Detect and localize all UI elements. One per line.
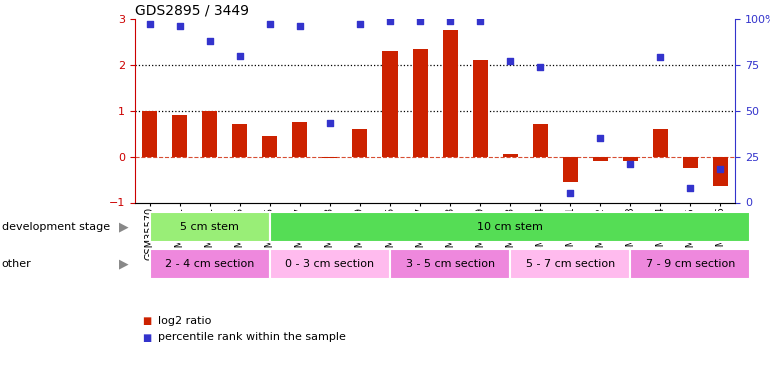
Point <box>323 120 336 126</box>
Bar <box>172 115 187 157</box>
Bar <box>623 157 638 161</box>
Point <box>504 58 516 64</box>
Bar <box>653 129 668 157</box>
Bar <box>263 136 277 157</box>
Bar <box>443 30 457 157</box>
Text: ■: ■ <box>142 333 152 342</box>
Point <box>143 21 156 27</box>
Bar <box>510 249 630 279</box>
Point <box>354 21 367 27</box>
Bar <box>563 157 578 182</box>
Text: 7 - 9 cm section: 7 - 9 cm section <box>645 260 735 269</box>
Bar <box>353 129 367 157</box>
Bar <box>383 51 397 157</box>
Point <box>383 18 396 24</box>
Bar <box>233 124 247 157</box>
Point <box>564 190 576 196</box>
Text: 3 - 5 cm section: 3 - 5 cm section <box>406 260 494 269</box>
Text: 0 - 3 cm section: 0 - 3 cm section <box>286 260 374 269</box>
Text: percentile rank within the sample: percentile rank within the sample <box>158 333 346 342</box>
Text: 5 cm stem: 5 cm stem <box>180 222 239 232</box>
Bar <box>270 212 750 242</box>
Point <box>624 161 636 167</box>
Point <box>594 135 607 141</box>
Bar <box>503 154 517 157</box>
Text: GDS2895 / 3449: GDS2895 / 3449 <box>135 4 249 18</box>
Point <box>444 18 456 24</box>
Bar <box>533 124 547 157</box>
Text: 5 - 7 cm section: 5 - 7 cm section <box>526 260 614 269</box>
Bar <box>683 157 698 168</box>
Bar <box>203 111 217 157</box>
Text: ▶: ▶ <box>119 258 129 271</box>
Point <box>263 21 276 27</box>
Text: 2 - 4 cm section: 2 - 4 cm section <box>165 260 255 269</box>
Bar <box>473 60 487 157</box>
Bar <box>593 157 608 161</box>
Point <box>293 23 306 29</box>
Bar <box>390 249 510 279</box>
Bar <box>323 157 337 158</box>
Bar <box>270 249 390 279</box>
Bar <box>142 111 157 157</box>
Point <box>715 166 727 172</box>
Text: 10 cm stem: 10 cm stem <box>477 222 543 232</box>
Bar <box>293 122 307 157</box>
Point <box>173 23 186 29</box>
Point <box>203 38 216 44</box>
Text: ▶: ▶ <box>119 220 129 233</box>
Bar <box>413 49 427 157</box>
Text: other: other <box>2 260 32 269</box>
Point <box>684 185 696 191</box>
Bar <box>713 157 728 186</box>
Bar <box>149 212 270 242</box>
Text: development stage: development stage <box>2 222 109 232</box>
Bar <box>149 249 270 279</box>
Point <box>534 63 547 69</box>
Point <box>654 54 666 60</box>
Point <box>234 53 246 58</box>
Bar <box>630 249 750 279</box>
Point <box>414 18 427 24</box>
Text: log2 ratio: log2 ratio <box>158 316 211 326</box>
Point <box>474 18 487 24</box>
Text: ■: ■ <box>142 316 152 326</box>
